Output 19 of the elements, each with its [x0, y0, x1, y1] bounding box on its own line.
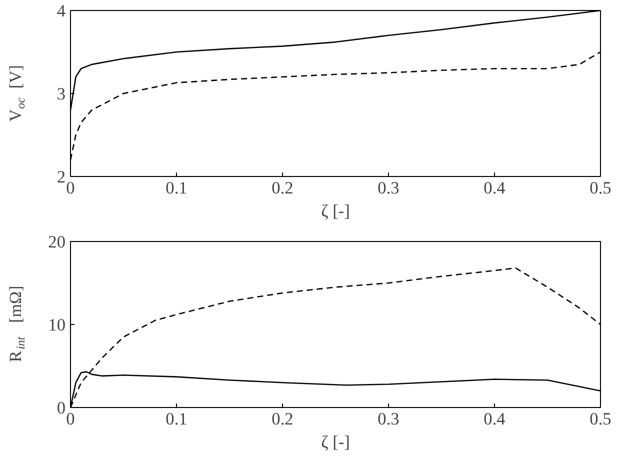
y-tick-label: 20 — [48, 232, 66, 252]
x-tick-label: 0.4 — [484, 178, 506, 198]
x-tick-label: 0.4 — [484, 410, 506, 428]
x-axis-title: ζ [-] — [321, 432, 350, 452]
x-tick-label: 0.3 — [378, 178, 400, 198]
y-axis-title: Voc [V] — [6, 65, 28, 122]
x-tick-label: 0.1 — [166, 410, 188, 428]
x-tick-label: 0.5 — [590, 178, 612, 198]
x-tick-label: 0.5 — [590, 410, 612, 428]
y-tick-label: 10 — [48, 316, 66, 334]
x-tick-label: 0.3 — [378, 410, 400, 428]
y-tick-label: 4 — [56, 2, 66, 20]
y-tick-label: 3 — [56, 84, 66, 104]
x-tick-label: 0.2 — [272, 410, 294, 428]
y-axis-title: Rint [mΩ] — [6, 286, 28, 362]
x-tick-label: 0.1 — [166, 178, 188, 198]
x-tick-label: 0.2 — [272, 178, 294, 198]
y-tick-label: 2 — [56, 168, 66, 186]
x-axis-title: ζ [-] — [321, 202, 350, 220]
